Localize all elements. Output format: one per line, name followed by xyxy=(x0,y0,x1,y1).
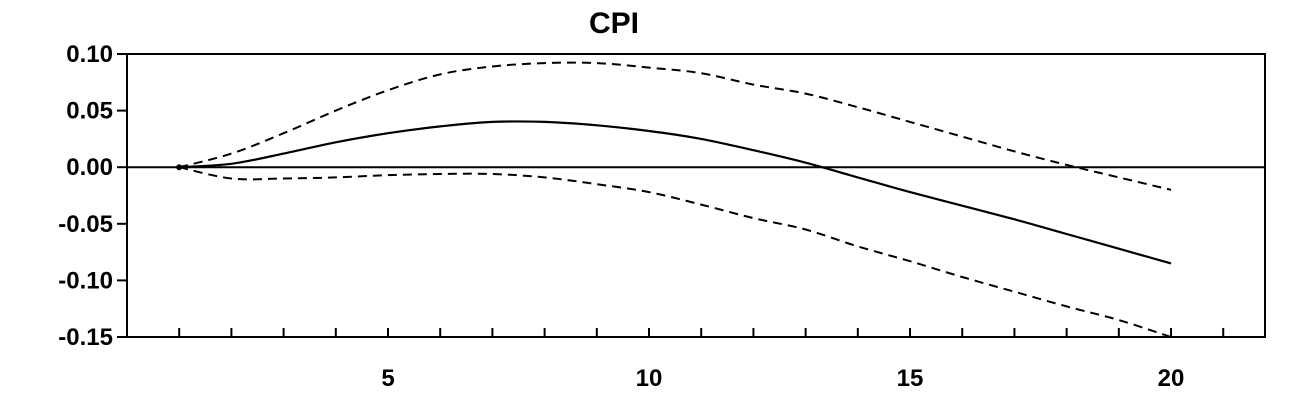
lower-band-line xyxy=(178,166,1172,338)
y-tick-label: -0.10 xyxy=(58,267,113,294)
start-point xyxy=(176,164,183,171)
ticks-layer xyxy=(117,53,1265,338)
plot-frame xyxy=(126,53,1266,338)
series-layer xyxy=(176,61,1172,338)
x-tick-label: 15 xyxy=(897,365,924,392)
y-tick-label: 0.10 xyxy=(66,41,113,68)
irf-line xyxy=(179,120,1172,265)
x-tick-label: 20 xyxy=(1158,365,1185,392)
y-tick-label: 0.05 xyxy=(66,98,113,125)
chart-title: CPI xyxy=(589,7,639,40)
y-tick-label: 0.00 xyxy=(66,154,113,181)
y-tick-label: -0.05 xyxy=(58,211,113,238)
y-tick-label: -0.15 xyxy=(58,324,113,351)
upper-band-line xyxy=(178,61,1172,191)
tick-labels-layer: 0.10 0.05 0.00 -0.05 -0.10 -0.15 5 10 15 20 xyxy=(58,41,1184,392)
x-tick-label: 10 xyxy=(636,365,663,392)
x-tick-label: 5 xyxy=(381,365,394,392)
